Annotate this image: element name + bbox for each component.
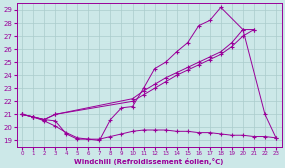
X-axis label: Windchill (Refroidissement éolien,°C): Windchill (Refroidissement éolien,°C) bbox=[74, 158, 224, 164]
